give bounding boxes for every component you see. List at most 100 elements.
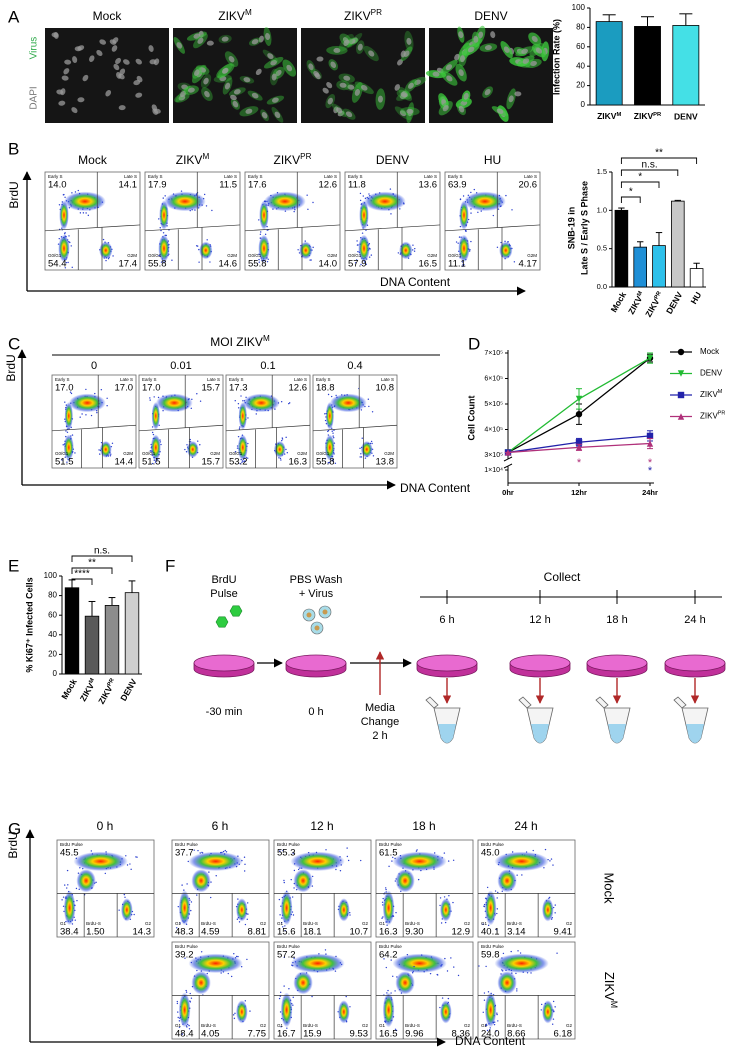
flow-event: [279, 995, 282, 997]
nucleus: [442, 105, 449, 112]
flow-event: [281, 437, 283, 439]
flow-density: [484, 890, 497, 926]
flow-event: [496, 912, 498, 915]
flow-density: [329, 393, 367, 413]
axis-title: BrdU: [7, 181, 21, 208]
nucleus: [458, 105, 465, 113]
nucleus: [514, 91, 522, 97]
x-tick-label: 12hr: [571, 488, 587, 497]
gate-label: G0/G1: [229, 451, 243, 456]
flow-event: [306, 194, 308, 196]
flow-density: [464, 191, 506, 212]
tube-liquid: [531, 724, 549, 743]
flow-event: [71, 434, 74, 436]
x-tick-label: DENV: [674, 111, 698, 121]
bar: [689, 268, 704, 288]
flow-event: [133, 913, 135, 916]
flow-event: [513, 261, 516, 263]
gate-percent: 14.0: [48, 180, 67, 191]
nucleus: [454, 53, 460, 61]
flow-event: [109, 455, 112, 457]
flow-density: [338, 1000, 350, 1024]
flow-event: [184, 448, 186, 451]
flow-event: [381, 901, 384, 903]
flow-event: [76, 899, 78, 902]
flow-event: [243, 870, 246, 872]
significance-bracket: [620, 169, 679, 176]
flow-density: [338, 898, 350, 922]
gate-percent: 48.3: [175, 927, 194, 938]
gate-percent: 12.6: [319, 180, 338, 191]
flow-event: [387, 989, 389, 992]
nucleus: [345, 111, 353, 118]
gate-percent: 13.8: [376, 457, 395, 468]
gate-percent: 11.8: [348, 180, 366, 191]
flow-event: [354, 262, 357, 264]
tube-lid: [425, 696, 439, 709]
nucleus: [458, 31, 464, 39]
gate-percent: 55.8: [148, 259, 167, 270]
tube-lid: [595, 696, 609, 709]
step-time: -30 min: [206, 706, 243, 718]
flow-event: [346, 847, 348, 849]
gate-label: G1: [277, 1023, 284, 1028]
axis-title: BrdU: [4, 354, 18, 381]
nucleus: [286, 64, 293, 72]
flow-event: [554, 912, 556, 914]
nucleus: [274, 111, 281, 119]
flow-event: [177, 1016, 179, 1019]
flow-event: [258, 219, 260, 221]
flow-event: [356, 244, 359, 246]
flow-event: [70, 392, 73, 395]
flow-event: [90, 414, 93, 417]
nucleus: [136, 75, 143, 83]
plot-title: 0.1: [260, 360, 275, 372]
flow-event: [390, 992, 392, 994]
flow-event: [68, 207, 71, 209]
flow-event: [465, 230, 467, 232]
flow-event: [69, 391, 72, 393]
gate-label: G0/G1: [148, 253, 162, 258]
flow-event: [190, 901, 193, 903]
marker: [504, 449, 512, 456]
flow-event: [215, 875, 217, 877]
gate-label: Late S: [294, 377, 307, 382]
flow-event: [237, 898, 239, 900]
flow-event: [439, 1006, 441, 1009]
flow-density: [440, 898, 452, 922]
flow-event: [65, 430, 67, 432]
flow-event: [381, 917, 383, 919]
marker: [646, 440, 654, 447]
gate-percent: 9.96: [405, 1029, 424, 1040]
gate-label: G1: [481, 921, 488, 926]
flow-event: [448, 895, 450, 897]
x-tick-label-base: ZIKV: [597, 111, 617, 121]
flow-event: [325, 849, 327, 851]
flow-event: [126, 864, 129, 866]
flow-event: [483, 999, 486, 1001]
flow-event: [417, 878, 420, 881]
flow-density: [188, 953, 243, 974]
gate-label: BrdU Pulse: [277, 842, 300, 847]
nucleus: [330, 61, 337, 69]
tube-lid: [673, 696, 687, 709]
nucleus: [336, 107, 343, 114]
flow-density: [399, 241, 413, 260]
image-title: ZIKVPR: [344, 8, 382, 24]
flow-event: [332, 435, 334, 437]
gate-label: G2M: [297, 451, 307, 456]
significance-bracket: [71, 578, 93, 585]
flow-event: [236, 918, 239, 920]
flow-event: [67, 261, 69, 264]
flow-event: [388, 865, 390, 868]
nucleus: [181, 84, 189, 90]
y-tick-label: 20: [48, 650, 57, 659]
nucleus: [105, 90, 112, 97]
flow-event: [309, 259, 311, 261]
nucleus: [414, 79, 421, 85]
flow-event: [196, 393, 198, 395]
nucleus: [467, 46, 475, 53]
flow-density: [325, 401, 334, 430]
panel-label: B: [8, 139, 19, 158]
significance-label: *: [648, 457, 653, 469]
